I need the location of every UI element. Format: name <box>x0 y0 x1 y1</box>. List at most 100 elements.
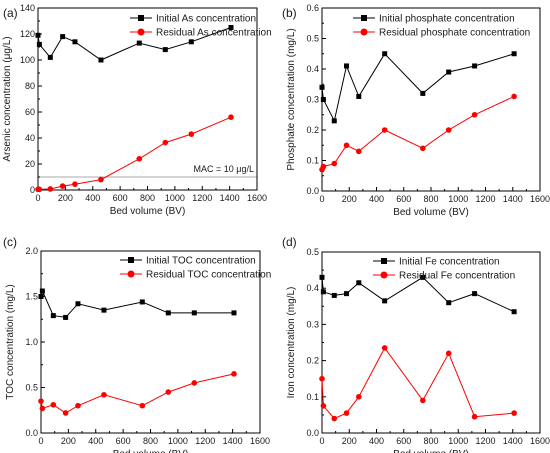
data-point <box>38 398 44 404</box>
series-line-1 <box>321 276 515 313</box>
y-axis-label: TOC concentration (mg/L) <box>5 284 16 399</box>
data-point <box>231 371 237 377</box>
y-tick-label: 0.3 <box>306 319 319 329</box>
data-point <box>75 301 81 307</box>
y-tick-label: 0.0 <box>25 428 38 438</box>
x-tick-label: 800 <box>140 193 155 203</box>
y-tick-label: 0.6 <box>306 3 319 13</box>
y-tick-label: 0.0 <box>306 186 319 196</box>
x-tick-label: 200 <box>58 193 73 203</box>
data-point <box>344 63 350 69</box>
y-tick-label: 1.5 <box>25 292 38 302</box>
y-tick-label: 60 <box>25 107 35 117</box>
legend-marker <box>128 257 134 263</box>
x-tick-label: 1600 <box>530 436 550 446</box>
y-tick-label: 0.3 <box>306 95 319 105</box>
series-line-1 <box>37 27 232 61</box>
legend-label: Residual TOC concentration <box>146 270 271 281</box>
data-point <box>320 289 326 295</box>
legend-label: Residual As concentration <box>156 28 272 39</box>
x-tick-label: 1600 <box>247 193 267 203</box>
x-tick-label: 400 <box>369 194 384 204</box>
data-point <box>320 403 327 409</box>
data-point <box>420 274 426 280</box>
data-point <box>343 142 350 149</box>
x-tick-label: 1000 <box>168 436 188 446</box>
data-point <box>60 34 66 40</box>
y-axis-label: Iron concentration (mg/L) <box>286 287 297 399</box>
x-tick-label: 400 <box>85 193 100 203</box>
data-point <box>101 391 107 398</box>
data-point <box>355 148 362 155</box>
data-point <box>50 401 57 408</box>
data-point <box>39 288 45 294</box>
x-tick-label: 1400 <box>220 193 240 203</box>
x-tick-label: 1600 <box>530 194 550 204</box>
data-point <box>471 111 478 118</box>
y-tick-label: 0.0 <box>306 428 319 438</box>
x-tick-label: 400 <box>88 436 103 446</box>
chart-panel-3: (c) 0 200 400 600 800 1000 1200 1400 1600 0.0 0.5 1.… <box>3 235 271 453</box>
x-tick-label: 600 <box>116 436 131 446</box>
y-tick-label: 0.4 <box>306 283 319 293</box>
data-point <box>139 402 146 409</box>
data-point <box>188 39 194 45</box>
data-point <box>320 163 327 170</box>
series-line-2 <box>321 346 515 420</box>
y-tick-label: 2.0 <box>25 246 38 256</box>
x-tick-label: 0 <box>35 193 40 203</box>
y-tick-label: 40 <box>25 133 35 143</box>
chart-panel-4: (d) 0 200 400 600 800 1000 1200 1400 1600 0.0 0.1 0.… <box>282 235 550 453</box>
data-point <box>331 160 338 167</box>
data-point <box>75 402 81 409</box>
data-point <box>59 183 66 189</box>
data-point <box>72 39 78 45</box>
data-point <box>47 54 53 60</box>
x-tick-label: 400 <box>369 436 384 446</box>
series-line-2 <box>40 373 235 414</box>
data-point <box>38 294 44 299</box>
data-point <box>446 300 452 306</box>
y-tick-label: 0.4 <box>306 64 319 74</box>
x-tick-label: 1400 <box>503 436 523 446</box>
series-line-1 <box>40 289 234 318</box>
data-point <box>472 63 478 69</box>
x-tick-label: 0 <box>319 436 324 446</box>
series-line-1 <box>321 52 515 123</box>
data-point <box>511 51 517 57</box>
data-point <box>319 375 325 382</box>
data-point <box>39 405 46 412</box>
y-tick-label: 0.2 <box>306 125 319 135</box>
y-tick-label: 0 <box>30 185 35 195</box>
x-tick-label: 0 <box>38 436 43 446</box>
legend-marker <box>127 270 135 278</box>
data-point <box>47 186 54 192</box>
chart-panel-1: (a)MAC = 10 μg/L0 200 400 600 800 1000 1200 140… <box>2 3 272 217</box>
data-point <box>136 40 142 46</box>
data-point <box>63 314 69 320</box>
data-point <box>319 84 325 90</box>
data-point <box>191 380 198 386</box>
data-point <box>101 307 107 313</box>
x-tick-label: 200 <box>342 436 357 446</box>
x-tick-label: 1000 <box>165 193 185 203</box>
legend-marker <box>361 15 367 21</box>
x-tick-label: 1200 <box>475 436 495 446</box>
legend-marker <box>381 258 387 264</box>
x-axis-label: Bed volume (BV) <box>393 207 469 218</box>
x-tick-label: 1400 <box>503 194 523 204</box>
y-tick-label: 0.1 <box>306 392 319 402</box>
data-point <box>445 350 452 357</box>
data-point <box>344 291 350 297</box>
data-point <box>446 69 452 75</box>
x-tick-label: 600 <box>396 436 411 446</box>
data-point <box>320 97 326 102</box>
y-tick-label: 0.1 <box>306 156 319 166</box>
x-tick-label: 800 <box>423 436 438 446</box>
legend-label: Initial phosphate concentration <box>379 14 515 25</box>
chart-panel-2: (b) 0 200 400 600 800 1000 1200 1400 1600 0.0 0.1 0.… <box>282 3 550 218</box>
data-point <box>511 93 517 100</box>
y-tick-label: 1.0 <box>25 337 38 347</box>
x-tick-label: 1000 <box>448 436 468 446</box>
data-point <box>228 25 234 30</box>
